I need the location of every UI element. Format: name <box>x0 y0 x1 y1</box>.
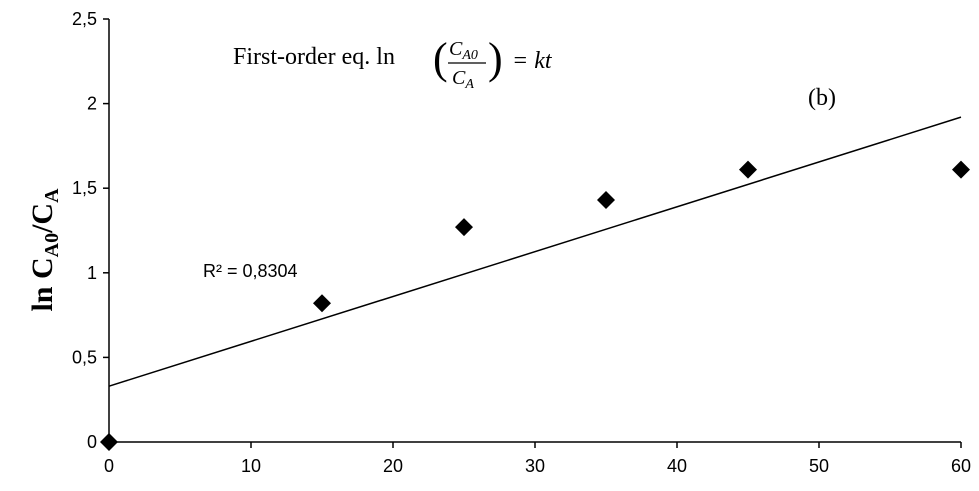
equation-annotation: First-order eq. ln ( CA0 CA ) = kt <box>233 34 553 92</box>
y-label-sub2: A <box>41 188 63 203</box>
x-tick-label: 60 <box>951 456 971 476</box>
y-tick-label: 1,5 <box>72 178 97 198</box>
x-tick-label: 20 <box>383 456 403 476</box>
r-squared-label: R² = 0,8304 <box>203 261 298 281</box>
x-tick-label: 40 <box>667 456 687 476</box>
equation-numerator-sub: A0 <box>461 48 478 63</box>
y-label-main: ln C <box>26 257 59 311</box>
equation-denominator: CA <box>452 67 474 92</box>
y-label-sub1: A0 <box>41 233 63 257</box>
equation-rhs: = kt <box>512 48 553 74</box>
equation-close-paren: ) <box>488 34 503 83</box>
data-point <box>739 160 757 179</box>
y-tick-label: 2,5 <box>72 9 97 29</box>
y-tick-group: 0 0,5 1 1,5 2 2,5 <box>72 9 109 452</box>
x-tick-label: 30 <box>525 456 545 476</box>
x-tick-label: 10 <box>241 456 261 476</box>
y-label-mid: /C <box>26 203 59 234</box>
data-point <box>100 433 118 451</box>
data-point <box>313 294 331 313</box>
data-point <box>952 160 970 179</box>
x-tick-label: 50 <box>809 456 829 476</box>
panel-label: (b) <box>808 85 836 111</box>
equation-prefix: First-order eq. ln <box>233 44 395 70</box>
x-tick-label: 0 <box>104 456 114 476</box>
y-tick-label: 0 <box>87 432 97 452</box>
y-axis-label: ln CA0/CA <box>26 188 63 312</box>
x-tick-group: 0 10 20 30 40 50 60 <box>104 442 971 476</box>
equation-open-paren: ( <box>433 34 448 83</box>
y-tick-label: 0,5 <box>72 347 97 367</box>
equation-denominator-sub: A <box>464 77 474 92</box>
data-point <box>597 191 615 210</box>
equation-denominator-main: C <box>452 67 466 89</box>
y-tick-label: 1 <box>87 263 97 283</box>
data-point <box>455 218 473 237</box>
trendline <box>108 116 962 387</box>
equation-numerator: CA0 <box>449 38 478 63</box>
data-points <box>100 160 970 451</box>
equation-numerator-main: C <box>449 38 463 60</box>
y-tick-label: 2 <box>87 94 97 114</box>
